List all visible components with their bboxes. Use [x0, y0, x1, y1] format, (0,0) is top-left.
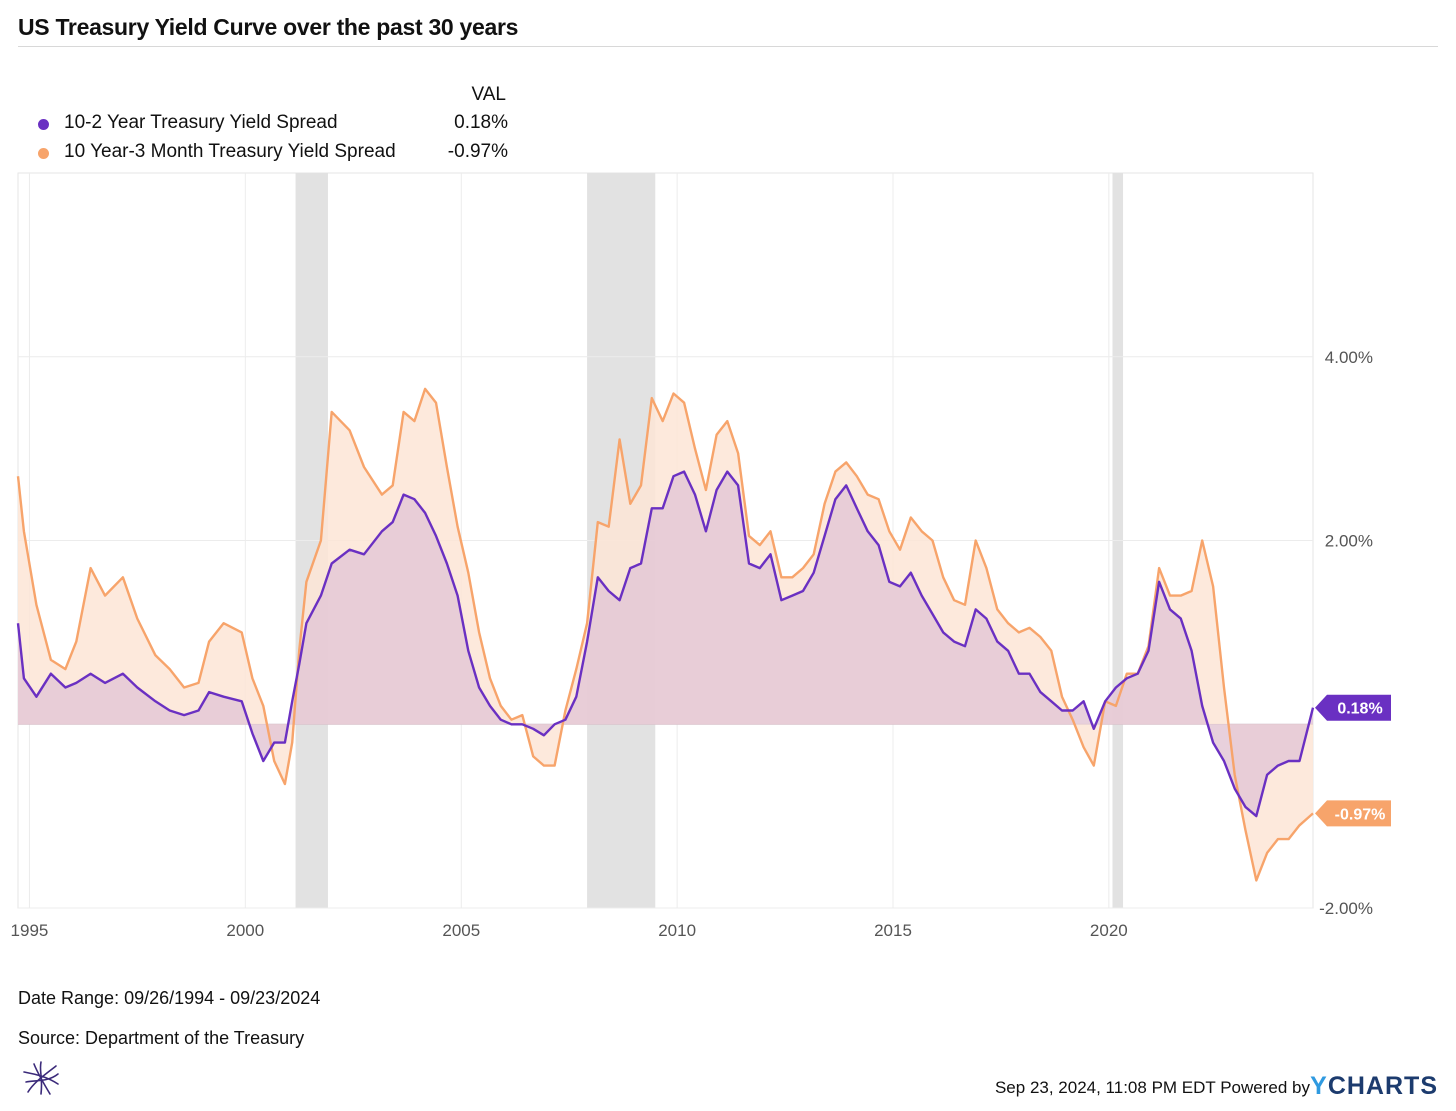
legend-label-10-2: 10-2 Year Treasury Yield Spread: [64, 112, 338, 133]
x-tick-label: 2010: [658, 921, 696, 940]
y-tick-label: 4.00%: [1325, 348, 1373, 367]
brand-text: YCHARTS: [1310, 1072, 1438, 1100]
timestamp-powered-by: Sep 23, 2024, 11:08 PM EDT Powered by: [995, 1078, 1310, 1098]
x-tick-label: 2015: [874, 921, 912, 940]
legend-dot-10-2: [38, 119, 49, 130]
end-label-box: [1315, 800, 1391, 827]
end-label-text: -0.97%: [1335, 806, 1386, 823]
chart-title: US Treasury Yield Curve over the past 30…: [18, 14, 519, 40]
legend-item-10-3m[interactable]: 10 Year-3 Month Treasury Yield Spread -0…: [38, 141, 508, 165]
legend-header: VAL: [471, 84, 506, 105]
ycharts-star-logo-icon: [23, 1061, 59, 1095]
legend-item-10-2[interactable]: 10-2 Year Treasury Yield Spread 0.18%: [38, 112, 508, 136]
date-range: Date Range: 09/26/1994 - 09/23/2024: [18, 988, 321, 1008]
x-tick-label: 2005: [442, 921, 480, 940]
series-line: [16, 470, 1315, 818]
end-label-10-2: 0.18%: [1315, 694, 1391, 721]
y-tick-label: 2.00%: [1325, 532, 1373, 551]
powered-by-label: Powered by: [1220, 1078, 1310, 1097]
title-divider: [18, 46, 1438, 47]
legend-value-10-2: 0.18%: [454, 112, 508, 133]
timestamp: Sep 23, 2024, 11:08 PM EDT: [994, 1078, 1216, 1097]
legend-dot-10-3m: [38, 148, 49, 159]
end-label-box: [1315, 694, 1391, 721]
x-tick-label: 2000: [226, 921, 264, 940]
legend-label-10-3m: 10 Year-3 Month Treasury Yield Spread: [64, 141, 396, 162]
source-note: Source: Department of the Treasury: [18, 1028, 305, 1048]
series-area: [18, 471, 1313, 817]
ycharts-brand[interactable]: YCHARTS: [1310, 1072, 1438, 1101]
x-tick-label: 1995: [11, 921, 49, 940]
y-tick-label: -2.00%: [1319, 899, 1373, 918]
x-tick-label: 2020: [1090, 921, 1128, 940]
legend-value-10-3m: -0.97%: [447, 141, 508, 162]
yield-spread-chart[interactable]: 1995 2000 2005 2010 2015 2020 4.00% 2.00% -2.00%…: [0, 0, 1456, 960]
end-label-text: 0.18%: [1337, 701, 1382, 718]
end-label-10-3m: -0.97%: [1315, 800, 1391, 827]
